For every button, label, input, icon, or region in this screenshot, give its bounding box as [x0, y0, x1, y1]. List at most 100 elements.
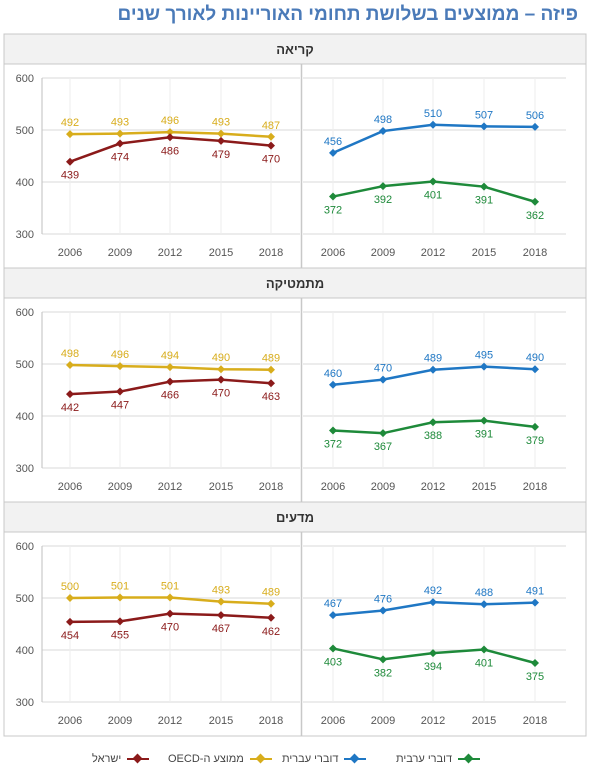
data-point-hebrew — [379, 375, 387, 384]
legend-swatch-israel-icon — [127, 752, 150, 766]
x-tick-label: 2015 — [209, 715, 233, 727]
data-point-hebrew — [531, 122, 539, 131]
data-label-israel: 470 — [212, 388, 230, 400]
data-label-israel: 447 — [111, 400, 129, 412]
data-label-israel: 479 — [212, 149, 230, 161]
data-label-hebrew: 456 — [324, 136, 342, 148]
data-point-arabic — [379, 182, 387, 191]
x-tick-label: 2018 — [259, 481, 283, 493]
panel-header — [4, 502, 586, 533]
data-label-hebrew: 495 — [475, 350, 493, 362]
data-point-hebrew — [379, 606, 387, 615]
panel-header — [4, 268, 586, 299]
data-label-arabic: 394 — [424, 661, 442, 673]
y-tick-label: 400 — [16, 645, 34, 657]
data-point-israel — [166, 133, 174, 142]
data-label-oecd: 494 — [161, 350, 179, 362]
data-point-arabic — [429, 418, 437, 427]
data-label-israel: 467 — [212, 623, 230, 635]
data-point-israel — [166, 377, 174, 386]
x-tick-label: 2009 — [371, 715, 395, 727]
data-label-israel: 439 — [61, 170, 79, 182]
data-label-arabic: 391 — [475, 429, 493, 441]
x-tick-label: 2009 — [108, 715, 132, 727]
x-tick-label: 2012 — [158, 481, 182, 493]
data-label-arabic: 401 — [424, 189, 442, 201]
data-point-arabic — [480, 416, 488, 425]
data-label-oecd: 490 — [212, 352, 230, 364]
data-point-israel — [267, 141, 275, 150]
panel-title: מתמטיקה — [266, 276, 324, 291]
y-tick-label: 400 — [16, 177, 34, 189]
chart-panel-3: מדעים 300 400 500 600 2006 2009 2012 2015 2018 200… — [3, 501, 587, 737]
x-tick-label: 2018 — [259, 715, 283, 727]
y-tick-label: 600 — [16, 541, 34, 553]
data-point-arabic — [429, 177, 437, 186]
data-point-arabic — [329, 644, 337, 653]
chart-panel-2: מתמטיקה 300 400 500 600 2006 2009 2012 2015 2018 2… — [3, 267, 587, 503]
data-point-arabic — [531, 197, 539, 206]
data-label-israel: 466 — [161, 390, 179, 402]
legend-label-arabic: דוברי ערבית — [396, 753, 453, 765]
x-tick-label: 2015 — [472, 481, 496, 493]
data-point-arabic — [480, 645, 488, 654]
data-label-arabic: 375 — [526, 671, 544, 683]
x-tick-label: 2006 — [321, 481, 345, 493]
data-label-hebrew: 498 — [374, 114, 392, 126]
legend-swatch-arabic-icon — [458, 752, 481, 766]
data-label-oecd: 498 — [61, 348, 79, 360]
data-label-israel: 454 — [61, 630, 79, 642]
x-tick-label: 2006 — [58, 481, 82, 493]
data-point-oecd — [116, 362, 124, 371]
data-label-hebrew: 510 — [424, 108, 442, 120]
data-label-arabic: 382 — [374, 667, 392, 679]
legend-label-hebrew: דוברי עברית — [282, 753, 339, 765]
data-label-oecd: 496 — [111, 349, 129, 361]
x-tick-label: 2018 — [523, 481, 547, 493]
data-label-arabic: 372 — [324, 205, 342, 217]
data-point-israel — [166, 609, 174, 618]
data-label-hebrew: 489 — [424, 353, 442, 365]
data-point-oecd — [267, 599, 275, 608]
x-tick-label: 2015 — [472, 715, 496, 727]
x-tick-label: 2012 — [421, 481, 445, 493]
data-point-israel — [116, 139, 124, 148]
data-point-israel — [116, 387, 124, 396]
data-label-arabic: 391 — [475, 195, 493, 207]
data-label-arabic: 379 — [526, 435, 544, 447]
data-label-hebrew: 506 — [526, 110, 544, 122]
x-tick-label: 2006 — [58, 247, 82, 259]
x-tick-label: 2012 — [421, 715, 445, 727]
legend-label-oecd: ממוצע ה-OECD — [168, 753, 244, 765]
data-label-israel: 455 — [111, 629, 129, 641]
panel-header — [4, 34, 586, 65]
data-point-oecd — [166, 128, 174, 137]
data-point-hebrew — [429, 598, 437, 607]
data-label-oecd: 492 — [61, 117, 79, 129]
data-point-hebrew — [480, 362, 488, 371]
panel-frame — [3, 267, 587, 503]
x-tick-label: 2015 — [209, 481, 233, 493]
data-point-israel — [66, 390, 74, 399]
y-tick-label: 600 — [16, 307, 34, 319]
legend-item-arabic: דוברי ערבית — [396, 752, 481, 766]
x-tick-label: 2015 — [472, 247, 496, 259]
panel-title: קריאה — [276, 42, 314, 57]
data-label-arabic: 392 — [374, 194, 392, 206]
data-point-israel — [267, 613, 275, 622]
data-point-hebrew — [329, 148, 337, 157]
panel-title: מדעים — [276, 510, 314, 525]
data-point-hebrew — [531, 365, 539, 374]
data-point-hebrew — [329, 611, 337, 620]
data-point-israel — [66, 617, 74, 626]
legend-swatch-oecd-icon — [249, 752, 272, 766]
data-point-hebrew — [379, 127, 387, 136]
data-label-oecd: 500 — [61, 581, 79, 593]
data-label-arabic: 403 — [324, 656, 342, 668]
data-point-oecd — [166, 363, 174, 372]
data-point-hebrew — [480, 122, 488, 131]
data-label-arabic: 362 — [526, 210, 544, 222]
data-label-oecd: 489 — [262, 353, 280, 365]
data-point-israel — [267, 379, 275, 388]
data-label-hebrew: 492 — [424, 585, 442, 597]
